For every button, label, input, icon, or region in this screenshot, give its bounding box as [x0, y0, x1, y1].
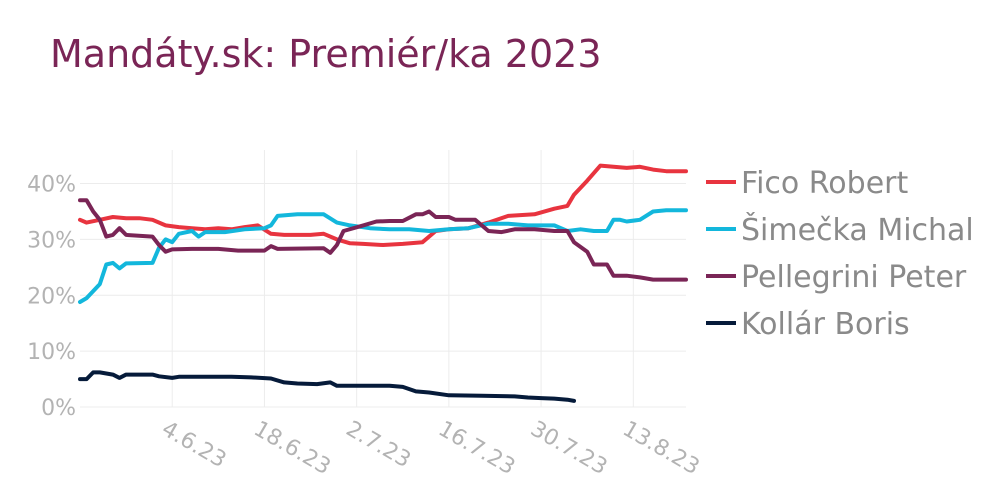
- legend-label: Pellegrini Peter: [741, 260, 967, 295]
- x-tick-label: 18.6.23: [249, 417, 334, 481]
- x-tick-label: 13.8.23: [618, 417, 703, 481]
- y-tick-label: 40%: [27, 173, 76, 198]
- x-tick-label: 4.6.23: [157, 417, 230, 474]
- legend-label: Šimečka Michal: [741, 211, 974, 248]
- x-tick-label: 16.7.23: [434, 417, 519, 481]
- y-tick-label: 30%: [27, 228, 76, 253]
- x-tick-label: 2.7.23: [342, 417, 415, 474]
- series-line: [78, 163, 688, 247]
- y-tick-label: 20%: [27, 284, 76, 309]
- series-line: [78, 198, 688, 282]
- y-tick-label: 0%: [41, 396, 76, 421]
- y-tick-label: 10%: [27, 340, 76, 365]
- x-tick-label: 30.7.23: [526, 417, 611, 481]
- chart-title: Mandáty.sk: Premiér/ka 2023: [50, 32, 602, 76]
- series-line: [78, 208, 688, 304]
- legend-label: Kollár Boris: [741, 307, 910, 342]
- series-line: [78, 370, 576, 403]
- legend-label: Fico Robert: [741, 166, 908, 201]
